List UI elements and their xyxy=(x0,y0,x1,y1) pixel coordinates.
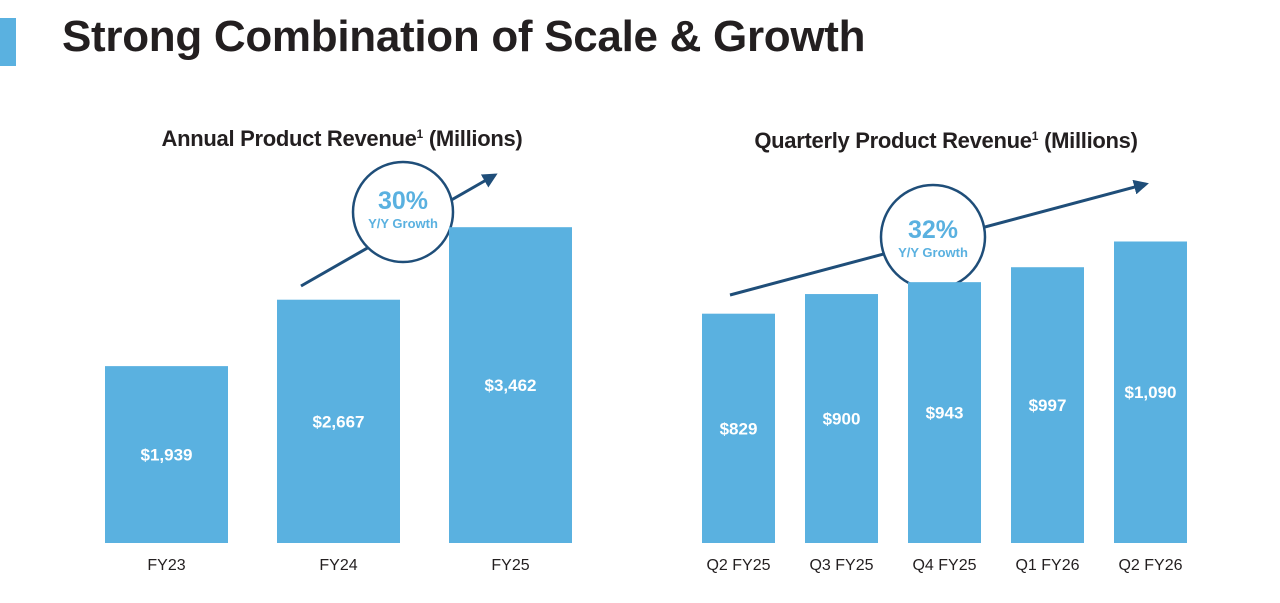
quarterly-bar-value-label: $997 xyxy=(1029,396,1067,415)
annual-bar-fy24 xyxy=(277,299,400,543)
quarterly-x-tick-label: Q1 FY26 xyxy=(1015,557,1079,574)
quarterly-x-tick-label: Q2 FY25 xyxy=(706,557,770,574)
annual-chart-title: Annual Product Revenue1 (Millions) xyxy=(162,126,523,151)
annual-growth-value: 30% xyxy=(378,187,428,215)
annual-bar-fy23 xyxy=(105,366,228,543)
annual-x-tick-label: FY25 xyxy=(491,557,529,574)
annual-x-tick-label: FY23 xyxy=(147,557,185,574)
quarterly-bar-value-label: $900 xyxy=(823,410,861,429)
quarterly-chart-title: Quarterly Product Revenue1 (Millions) xyxy=(754,128,1137,153)
quarterly-bars-group: $829 Q2 FY25 $900 Q3 FY25 $943 Q4 FY25 $997 Q1 … xyxy=(702,241,1187,574)
page-title: Strong Combination of Scale & Growth xyxy=(62,12,866,61)
annual-bars-group: $1,939 FY23 $2,667 FY24 $3,462 FY25 xyxy=(105,227,572,574)
quarterly-bar-q1-fy26 xyxy=(1011,267,1084,543)
quarterly-bar-value-label: $829 xyxy=(720,419,758,438)
quarterly-growth-label: Y/Y Growth xyxy=(898,245,968,260)
annual-growth-label: Y/Y Growth xyxy=(368,216,438,231)
quarterly-bar-q2-fy25 xyxy=(702,313,775,543)
quarterly-bar-q4-fy25 xyxy=(908,282,981,543)
annual-x-tick-label: FY24 xyxy=(319,557,357,574)
quarterly-growth-value: 32% xyxy=(908,216,958,244)
annual-bar-fy25 xyxy=(449,227,572,543)
quarterly-bar-q2-fy26 xyxy=(1114,241,1187,543)
annual-growth-badge xyxy=(351,160,455,264)
annual-bar-value-label: $1,939 xyxy=(141,446,193,465)
annual-bar-value-label: $2,667 xyxy=(313,412,365,431)
quarterly-bar-q3-fy25 xyxy=(805,294,878,543)
quarterly-x-tick-label: Q2 FY26 xyxy=(1118,557,1182,574)
quarterly-bar-value-label: $1,090 xyxy=(1125,383,1177,402)
quarterly-bar-value-label: $943 xyxy=(926,404,964,423)
quarterly-x-tick-label: Q4 FY25 xyxy=(912,557,976,574)
title-accent-bar xyxy=(0,18,16,66)
annual-bar-value-label: $3,462 xyxy=(485,376,537,395)
quarterly-x-tick-label: Q3 FY25 xyxy=(809,557,873,574)
